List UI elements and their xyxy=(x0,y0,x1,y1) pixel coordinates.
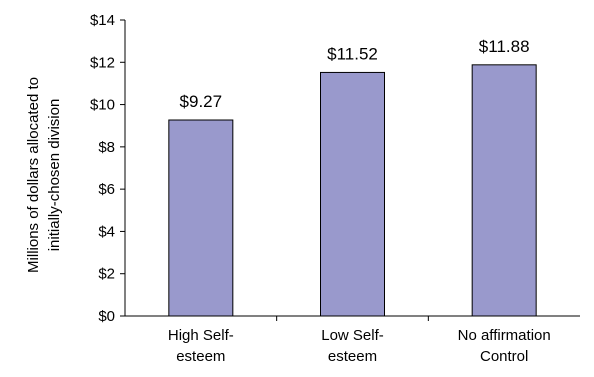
bar xyxy=(471,64,537,317)
x-tick-label: Low Self- xyxy=(321,327,384,344)
y-tick-label: $10 xyxy=(90,97,115,114)
y-tick-label: $2 xyxy=(98,266,115,283)
y-axis-ticks: $0 $2 $4 $6 $8 $10 $12 $14 xyxy=(90,12,125,325)
y-tick-label: $0 xyxy=(98,308,115,325)
x-tick-label: High Self- xyxy=(168,327,234,344)
y-tick-label: $12 xyxy=(90,54,115,71)
x-tick-label: No affirmation xyxy=(458,327,551,344)
y-tick-label: $14 xyxy=(90,12,115,29)
data-labels: $9.27 $11.52 $11.88 xyxy=(180,37,530,111)
data-label: $11.88 xyxy=(479,37,530,56)
x-tick-label: esteem xyxy=(176,348,225,365)
x-axis-labels: High Self-esteem Low Self-esteem No affirm… xyxy=(168,316,551,365)
y-axis-title-line-2: initially-chosen division xyxy=(46,99,63,252)
y-tick-label: $6 xyxy=(98,181,115,198)
y-tick-label: $8 xyxy=(98,139,115,156)
bars xyxy=(168,64,537,317)
y-axis-title: Millions of dollars allocated to initial… xyxy=(25,77,63,273)
data-label: $9.27 xyxy=(180,92,223,111)
x-tick-label: esteem xyxy=(328,348,377,365)
bar xyxy=(320,71,385,317)
x-tick-label: Control xyxy=(480,348,528,365)
data-label: $11.52 xyxy=(327,44,378,63)
y-tick-label: $4 xyxy=(98,223,115,240)
bar xyxy=(168,119,234,317)
y-axis-title-line-1: Millions of dollars allocated to xyxy=(25,77,42,273)
